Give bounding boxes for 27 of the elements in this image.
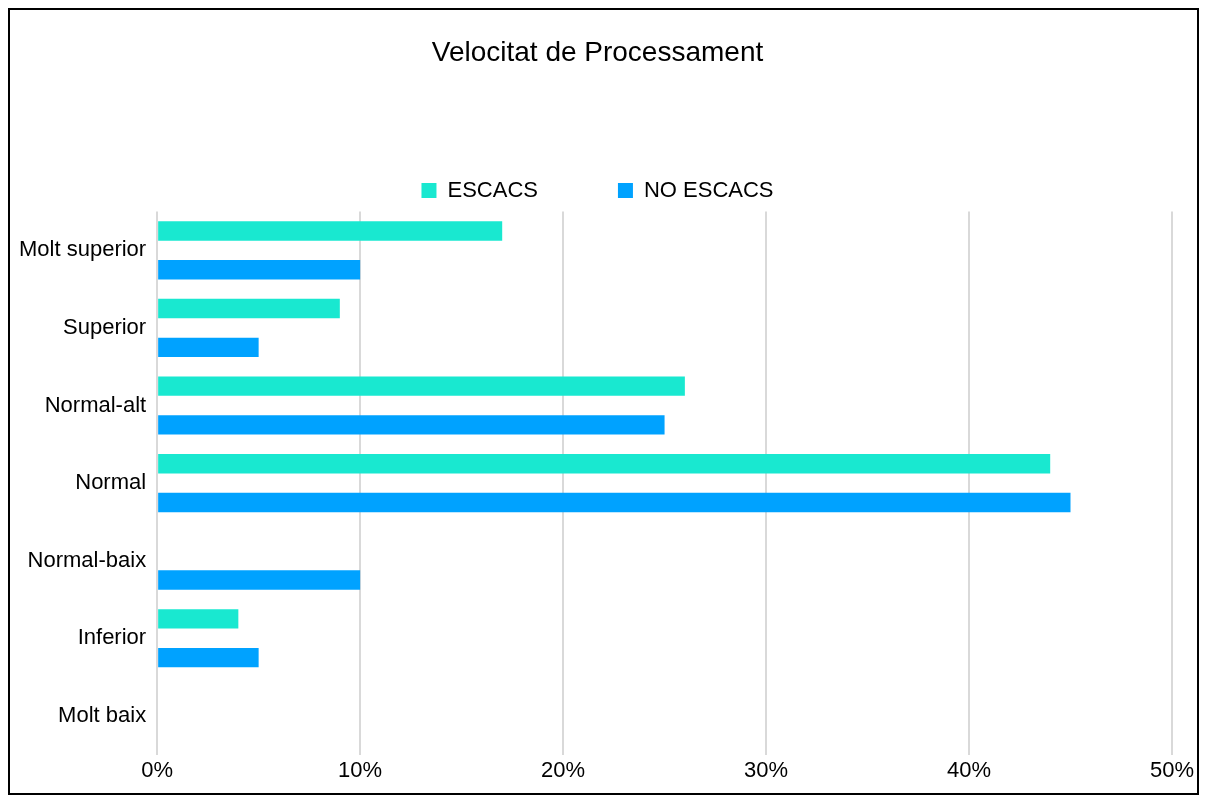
y-tick-label: Superior — [63, 314, 147, 340]
y-tick-label: Molt baix — [58, 701, 147, 727]
y-tick-label: Inferior — [77, 624, 147, 650]
bar — [158, 337, 259, 358]
y-tick-label: Molt superior — [19, 236, 147, 262]
y-tick-label: Normal-alt — [44, 391, 147, 417]
bar — [158, 492, 1071, 513]
x-tick-label: 10% — [338, 756, 383, 782]
x-tick-label: 50% — [1149, 756, 1195, 782]
legend-label: ESCACS — [447, 176, 538, 202]
bar — [158, 298, 340, 319]
x-tick-label: 30% — [744, 756, 789, 782]
x-tick-label: 20% — [541, 756, 586, 782]
bar — [158, 609, 239, 629]
bar — [158, 570, 361, 590]
bar — [158, 647, 259, 668]
legend-label: NO ESCACS — [643, 176, 774, 202]
bar — [158, 260, 361, 280]
bar — [158, 415, 665, 435]
x-tick-label: 40% — [946, 756, 992, 782]
x-tick-label: 0% — [141, 756, 174, 782]
chart-title: Velocitat de Processament — [431, 35, 764, 67]
bar — [158, 221, 503, 241]
y-tick-label: Normal — [75, 469, 147, 495]
bar — [158, 376, 685, 396]
y-tick-label: Normal-baix — [27, 546, 147, 572]
bar — [158, 454, 1051, 474]
